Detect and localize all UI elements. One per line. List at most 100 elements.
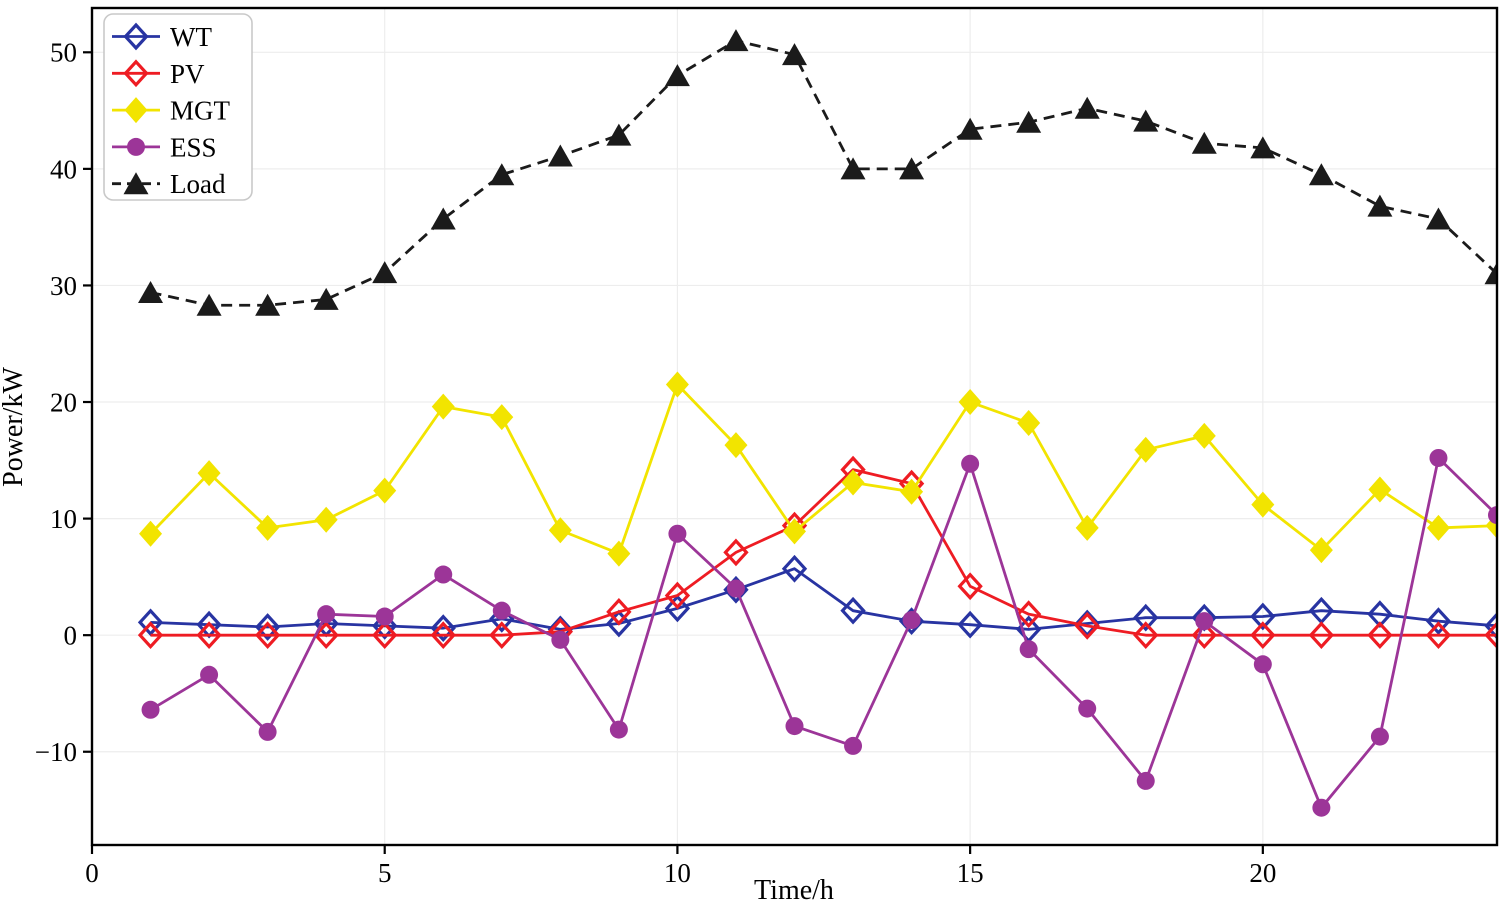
series-Load-marker — [1074, 96, 1100, 119]
series-Load-marker — [196, 293, 222, 316]
series-Load-marker — [1484, 262, 1497, 285]
series-PV-line — [150, 468, 1497, 637]
series-MGT-marker — [373, 477, 397, 504]
series-PV-marker — [606, 597, 632, 626]
axes — [83, 6, 1499, 854]
series-ESS-marker — [1488, 506, 1497, 525]
series-Load-marker — [313, 287, 339, 310]
series-WT-marker — [781, 554, 808, 583]
series-WT-marker — [1484, 611, 1497, 640]
series-ESS-marker — [726, 579, 745, 598]
series-Load-marker — [1191, 131, 1217, 154]
series-Load-marker — [957, 117, 983, 140]
series-Load-marker — [1133, 109, 1159, 132]
series-PV-marker — [137, 621, 164, 650]
legend-item-WT: WT — [112, 22, 212, 52]
series-PV-marker — [196, 621, 222, 650]
legend-label: MGT — [170, 96, 231, 126]
legend-marker-diamond-filled — [124, 97, 148, 124]
series-MGT-marker — [431, 393, 455, 420]
series-WT-line — [150, 567, 1497, 631]
series-ESS-marker — [1370, 727, 1389, 746]
series-WT-marker — [1425, 607, 1452, 636]
series-MGT-marker — [783, 518, 806, 545]
series-MGT-marker — [900, 478, 924, 505]
series-PV-marker — [1133, 621, 1159, 650]
series-PV-marker — [1016, 600, 1042, 629]
legend-label: ESS — [170, 132, 217, 162]
series-MGT-marker — [139, 520, 163, 547]
series-WT-marker — [664, 594, 691, 623]
y-axis-label: Power/kW — [0, 367, 29, 487]
legend-item-ESS: ESS — [112, 132, 217, 162]
series-PV-marker — [664, 581, 691, 610]
legend-label: WT — [170, 22, 212, 52]
y-tick-label: −10 — [35, 737, 77, 767]
series-Load-marker — [1250, 136, 1276, 159]
x-tick-label: 0 — [85, 858, 99, 888]
series-ESS-marker — [317, 605, 336, 624]
series-WT-marker — [606, 609, 632, 638]
series-MGT-marker — [1368, 476, 1392, 503]
series-PV-marker — [1367, 621, 1393, 650]
series-MGT-marker — [607, 540, 631, 567]
series-ESS-marker — [902, 611, 921, 630]
series-MGT-marker — [958, 389, 982, 416]
series-Load-marker — [782, 43, 807, 66]
legend-item-PV: PV — [112, 59, 205, 89]
series-ESS — [141, 448, 1497, 817]
series-PV-marker — [1308, 621, 1335, 650]
series-PV-marker — [489, 621, 515, 650]
legend-marker-triangle-filled — [123, 172, 149, 195]
series-Load-marker — [1425, 207, 1451, 230]
series-MGT-marker — [841, 469, 865, 496]
series-PV-marker — [957, 572, 983, 601]
series-PV-marker — [430, 621, 456, 650]
data-series — [137, 29, 1497, 817]
legend-marker-circle-filled — [127, 137, 145, 156]
series-MGT-marker — [1192, 422, 1216, 449]
y-tick-label: 0 — [64, 621, 78, 651]
series-WT-marker — [957, 610, 983, 639]
series-MGT-marker — [1017, 410, 1041, 437]
series-Load-marker — [255, 293, 281, 316]
series-MGT-marker — [724, 432, 748, 459]
series-PV-marker — [1191, 621, 1217, 650]
series-MGT-marker — [665, 371, 689, 398]
series-ESS-marker — [961, 454, 980, 473]
series-Load-marker — [489, 163, 515, 186]
series-ESS-marker — [1429, 448, 1448, 467]
series-Load-marker — [430, 207, 456, 230]
y-tick-label: 40 — [50, 154, 77, 184]
series-WT — [137, 554, 1497, 644]
series-MGT-marker — [548, 517, 572, 544]
series-MGT-marker — [256, 514, 280, 541]
series-MGT-marker — [1309, 537, 1333, 564]
series-MGT-marker — [1075, 514, 1099, 541]
series-ESS-marker — [1078, 699, 1097, 718]
legend-label: Load — [170, 169, 226, 199]
series-MGT-marker — [197, 460, 221, 487]
x-tick-label: 20 — [1249, 858, 1276, 888]
series-Load-marker — [1016, 110, 1042, 133]
series-ESS-marker — [141, 700, 160, 719]
series-ESS-marker — [1136, 771, 1155, 790]
series-PV-marker — [1074, 611, 1100, 640]
series-Load-marker — [664, 64, 690, 87]
series-ESS-marker — [258, 722, 277, 741]
series-ESS-marker — [668, 524, 687, 543]
series-ESS-marker — [1312, 798, 1331, 817]
legend-label: PV — [170, 59, 205, 89]
series-WT-marker — [430, 614, 456, 643]
series-MGT — [139, 371, 1497, 567]
series-MGT-marker — [490, 404, 514, 431]
legend-item-MGT: MGT — [112, 96, 231, 126]
series-PV-marker — [1484, 621, 1497, 650]
series-PV-marker — [1250, 621, 1276, 650]
legend: WT PV MGT ESS Load — [103, 13, 253, 201]
series-ESS-line — [149, 456, 1497, 810]
series-Load — [138, 29, 1497, 316]
series-ESS-marker — [1019, 640, 1038, 659]
series-ESS-marker — [375, 607, 394, 626]
